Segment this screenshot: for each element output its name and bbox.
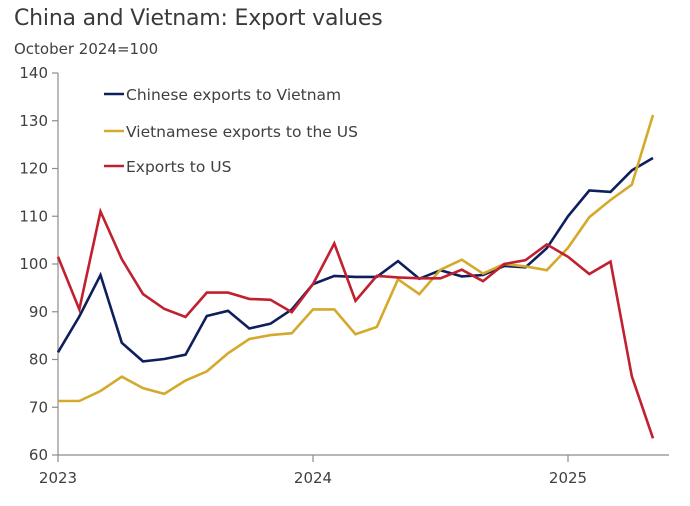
y-tick-label: 90: [29, 303, 48, 321]
x-tick-label: 2024: [294, 469, 332, 487]
axes: 60 70 80 90 100 110 120 130 140 2023 2024 2025: [19, 64, 669, 487]
y-tick-label: 110: [19, 207, 48, 225]
y-tick-label: 130: [19, 112, 48, 130]
legend: Chinese exports to Vietnam Vietnamese exp…: [104, 86, 358, 176]
series-lines: [56, 114, 655, 439]
legend-label: Exports to US: [126, 158, 231, 176]
series-line-1: [56, 156, 654, 363]
series-line-3: [56, 207, 655, 439]
chart-subtitle: October 2024=100: [14, 40, 159, 58]
y-tick-label: 60: [29, 446, 48, 464]
y-tick-label: 80: [29, 351, 48, 369]
x-tick-label: 2025: [549, 469, 587, 487]
y-tick-label: 100: [19, 255, 48, 273]
chart-title: China and Vietnam: Export values: [14, 6, 383, 31]
x-tick-label: 2023: [39, 469, 77, 487]
legend-label: Chinese exports to Vietnam: [126, 86, 341, 104]
y-tick-label: 70: [29, 398, 48, 416]
y-tick-label: 140: [19, 64, 48, 82]
legend-label: Vietnamese exports to the US: [126, 123, 358, 141]
series-line-2: [58, 114, 655, 403]
y-tick-label: 120: [19, 160, 48, 178]
